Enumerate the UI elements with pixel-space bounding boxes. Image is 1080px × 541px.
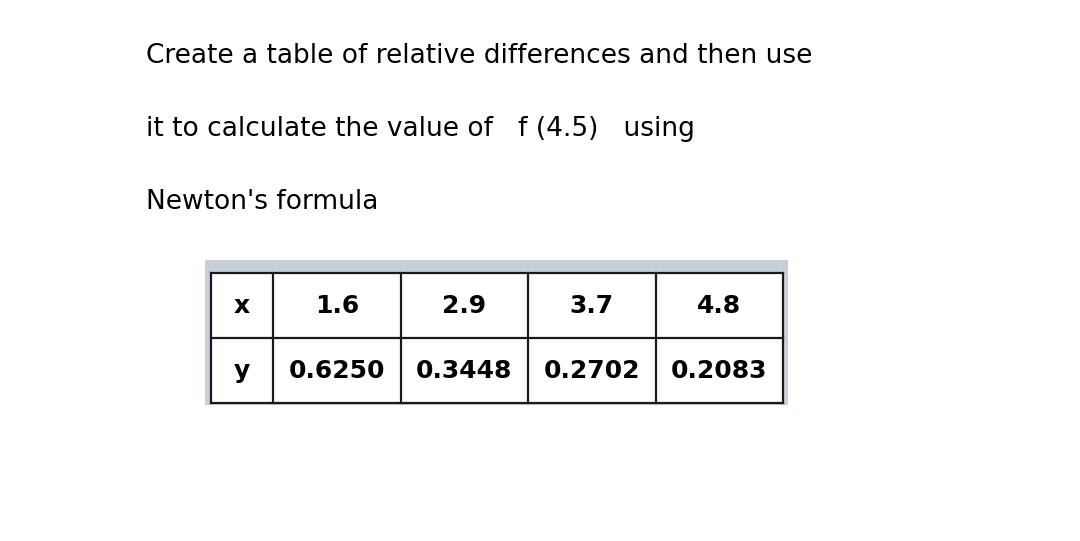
Text: 0.6250: 0.6250: [288, 359, 386, 382]
Text: 2.9: 2.9: [443, 294, 486, 318]
Bar: [211, 273, 783, 403]
Text: 3.7: 3.7: [570, 294, 613, 318]
Bar: [205, 260, 788, 405]
Text: y: y: [233, 359, 251, 382]
Text: 0.2702: 0.2702: [543, 359, 640, 382]
Text: 0.3448: 0.3448: [416, 359, 513, 382]
Text: it to calculate the value of   f (4.5)   using: it to calculate the value of f (4.5) usi…: [146, 116, 694, 142]
Text: Newton's formula: Newton's formula: [146, 189, 378, 215]
Text: 0.2083: 0.2083: [671, 359, 768, 382]
Text: Create a table of relative differences and then use: Create a table of relative differences a…: [146, 43, 812, 69]
Text: x: x: [234, 294, 249, 318]
Text: 4.8: 4.8: [698, 294, 741, 318]
Text: 1.6: 1.6: [315, 294, 359, 318]
